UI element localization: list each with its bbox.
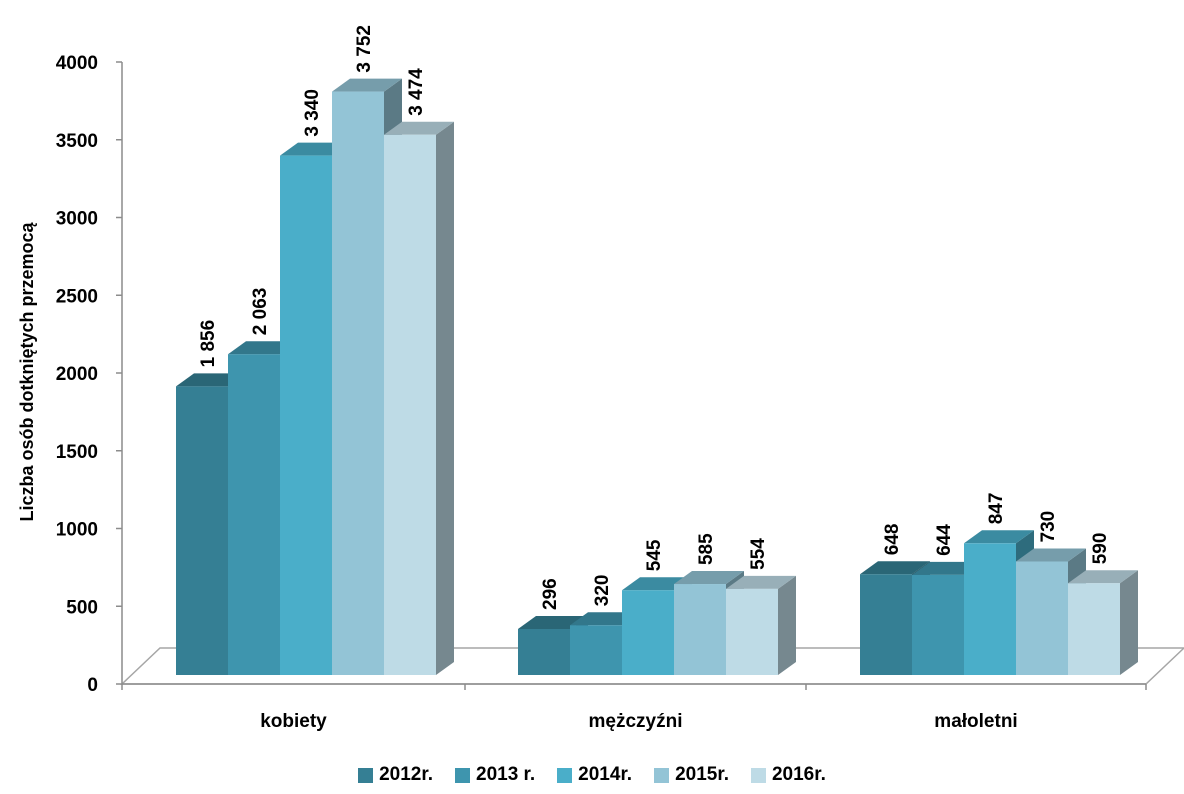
data-label: 1 856 bbox=[198, 320, 219, 368]
bar-front bbox=[1068, 583, 1120, 675]
legend-item: 2016r. bbox=[750, 764, 826, 786]
bar bbox=[1068, 570, 1138, 675]
legend-item: 2012r. bbox=[358, 764, 433, 786]
data-label: 3 752 bbox=[354, 25, 375, 73]
bar-front bbox=[570, 625, 622, 675]
data-label: 644 bbox=[934, 524, 955, 556]
bar-front bbox=[518, 628, 570, 675]
data-label: 648 bbox=[882, 524, 903, 556]
legend-label: 2015r. bbox=[675, 764, 729, 785]
x-axis-categories: kobiety mężczyźni małoletni bbox=[260, 711, 1017, 732]
bar-top bbox=[860, 561, 930, 575]
legend-label: 2016r. bbox=[771, 764, 826, 785]
data-label: 320 bbox=[592, 575, 613, 607]
legend: 2012r. 2013 r. 2014r. 2015r. 2016r. bbox=[0, 764, 1184, 786]
y-tick-label: 1000 bbox=[56, 520, 98, 541]
legend-swatch bbox=[654, 767, 670, 783]
y-axis-title: Liczba osób dotkniętych przemocą bbox=[17, 221, 37, 521]
bar-side bbox=[1120, 570, 1138, 675]
data-label: 585 bbox=[696, 533, 717, 565]
legend-swatch bbox=[557, 767, 573, 783]
bar-front bbox=[1016, 561, 1068, 675]
legend-item: 2015r. bbox=[654, 764, 729, 786]
bar-top bbox=[332, 78, 402, 92]
bar-top bbox=[1016, 548, 1086, 562]
bar-front bbox=[726, 588, 778, 675]
legend-label: 2012r. bbox=[379, 764, 433, 785]
data-label: 296 bbox=[540, 578, 561, 610]
bar-front bbox=[964, 543, 1016, 675]
y-tick-label: 4000 bbox=[56, 53, 98, 74]
bar-side bbox=[778, 575, 796, 675]
y-tick-label: 3500 bbox=[56, 131, 98, 152]
y-axis: 0 500 1000 1500 2000 2500 3000 3500 4000 bbox=[56, 53, 1147, 696]
x-category-label: kobiety bbox=[260, 711, 327, 732]
bar-front bbox=[384, 134, 436, 676]
bar-front bbox=[622, 590, 674, 675]
y-tick-label: 0 bbox=[87, 675, 98, 696]
y-tick-label: 2000 bbox=[56, 364, 98, 385]
bar-top bbox=[674, 571, 744, 585]
data-label: 3 474 bbox=[406, 68, 427, 116]
bar bbox=[726, 575, 796, 675]
bar-top bbox=[726, 575, 796, 589]
data-label: 554 bbox=[748, 538, 769, 570]
legend-item: 2014r. bbox=[557, 764, 632, 786]
bar-top bbox=[384, 121, 454, 135]
y-tick-label: 1500 bbox=[56, 442, 98, 463]
legend-label: 2014r. bbox=[578, 764, 633, 785]
y-tick-label: 2500 bbox=[56, 286, 98, 307]
legend-label: 2013 r. bbox=[476, 764, 536, 785]
y-tick-label: 3000 bbox=[56, 209, 98, 230]
bars bbox=[176, 78, 1138, 676]
legend-swatch bbox=[455, 767, 470, 783]
x-category-label: małoletni bbox=[934, 711, 1017, 732]
data-label: 3 340 bbox=[302, 89, 323, 137]
bar-side bbox=[436, 121, 454, 676]
legend-item: 2013 r. bbox=[455, 764, 535, 786]
legend-swatch bbox=[750, 767, 766, 783]
bar bbox=[384, 121, 454, 676]
data-labels: 1 856 2 063 3 340 3 752 3 474 296 320 545 585 554… bbox=[198, 25, 1111, 610]
bar-front bbox=[280, 155, 332, 675]
data-label: 847 bbox=[986, 493, 1007, 525]
bar-top bbox=[964, 530, 1034, 544]
x-category-label: mężczyźni bbox=[589, 711, 683, 732]
data-label: 2 063 bbox=[250, 288, 271, 336]
bar-front bbox=[912, 574, 964, 675]
data-label: 545 bbox=[644, 539, 665, 571]
bar-front bbox=[860, 574, 912, 675]
legend-swatch bbox=[358, 767, 374, 783]
bar-front bbox=[332, 91, 384, 675]
bar-front bbox=[228, 354, 280, 675]
bar-front bbox=[674, 584, 726, 675]
bar-front bbox=[176, 386, 228, 675]
data-label: 590 bbox=[1090, 533, 1111, 565]
y-tick-label: 500 bbox=[66, 597, 98, 618]
bar-top bbox=[1068, 570, 1138, 584]
data-label: 730 bbox=[1038, 511, 1059, 543]
